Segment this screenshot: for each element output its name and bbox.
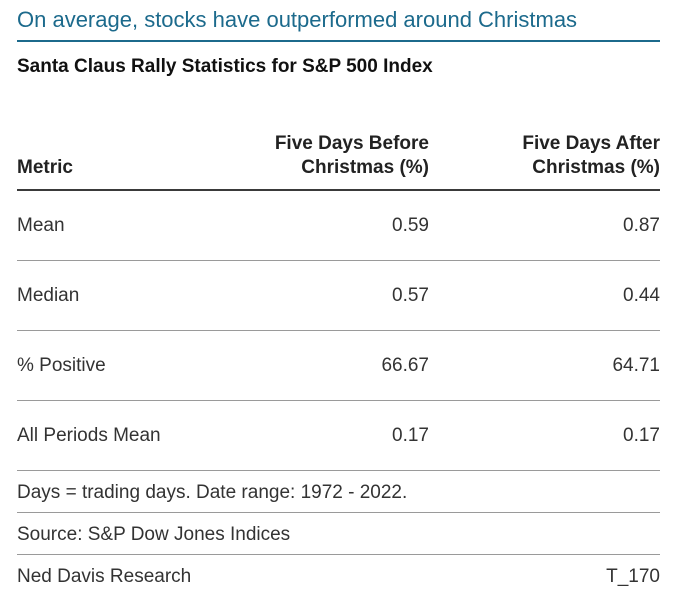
footnote-date-range: Days = trading days. Date range: 1972 - … [17,471,660,513]
footnote-source: Source: S&P Dow Jones Indices [17,513,660,555]
header-five-days-before: Five Days Before Christmas (%) [274,133,429,178]
table-header: Metric Five Days Before Christmas (%) Fi… [17,82,660,191]
row-metric: Mean [17,214,65,236]
row-value-after: 0.87 [623,214,660,236]
row-metric: All Periods Mean [17,424,161,446]
header-metric: Metric [17,157,73,178]
row-metric: % Positive [17,354,106,376]
table-row: All Periods Mean 0.17 0.17 [17,401,660,471]
table-row: Mean 0.59 0.87 [17,191,660,261]
footer: Ned Davis Research T_170 [17,555,660,597]
row-metric: Median [17,284,80,306]
row-value-before: 0.17 [392,424,429,446]
credit-label: Ned Davis Research [17,566,192,587]
table-title: Santa Claus Rally Statistics for S&P 500… [17,56,433,77]
headline: On average, stocks have outperformed aro… [17,0,660,42]
row-value-after: 0.17 [623,424,660,446]
table-code: T_170 [606,566,660,587]
table-figure: On average, stocks have outperformed aro… [17,0,660,597]
row-value-before: 0.59 [392,214,429,236]
table-row: % Positive 66.67 64.71 [17,331,660,401]
header-five-days-after: Five Days After Christmas (%) [522,133,660,178]
row-value-after: 0.44 [623,284,660,306]
row-value-after: 64.71 [612,354,660,376]
table-row: Median 0.57 0.44 [17,261,660,331]
row-value-before: 66.67 [381,354,429,376]
row-value-before: 0.57 [392,284,429,306]
